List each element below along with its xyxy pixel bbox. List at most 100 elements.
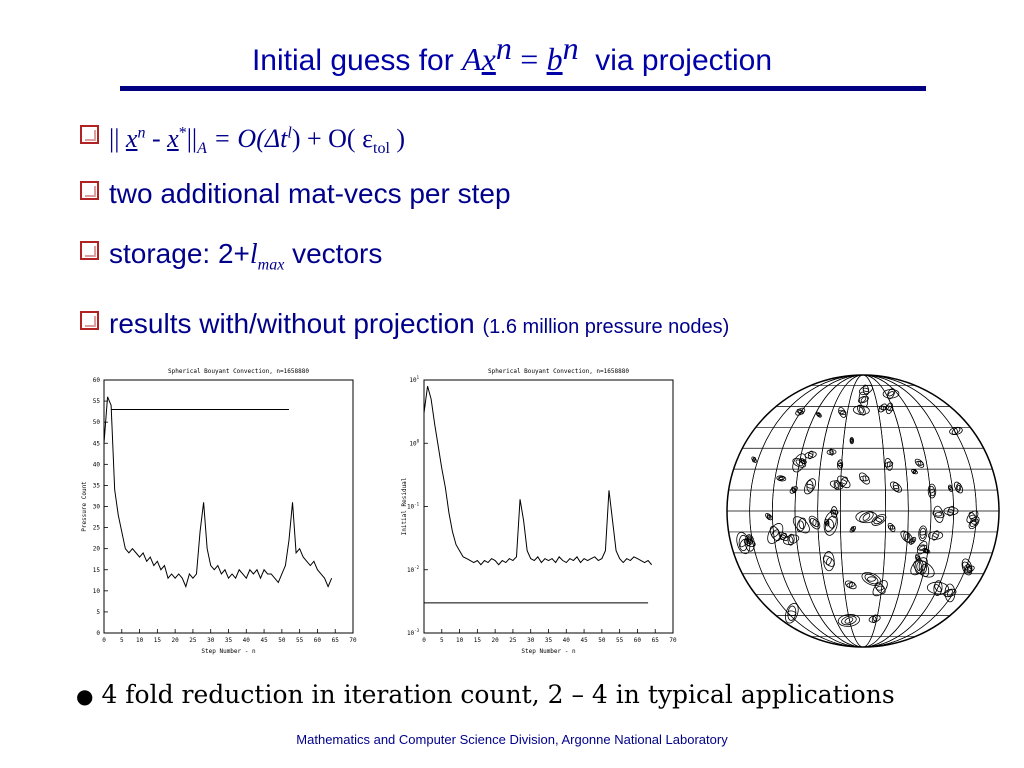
contour-loop [856, 404, 866, 416]
contour-loop [947, 508, 955, 514]
contour-loop [912, 469, 917, 475]
minus-sign: - [151, 124, 161, 153]
contour-loop [934, 584, 942, 593]
y-tick-label: 55 [93, 398, 101, 405]
y-axis-label: Pressure Count [81, 481, 88, 532]
title-prefix: Initial guess for [251, 44, 454, 77]
contour-loop [824, 515, 837, 532]
contour-loop [746, 535, 752, 545]
x-tick-label: 55 [296, 637, 304, 644]
contour-loop [914, 458, 925, 468]
contour-loop [892, 485, 900, 489]
contour-loop [872, 580, 888, 597]
contour-loop [943, 506, 959, 516]
contour-loop [779, 476, 784, 480]
y-tick-label: 45 [93, 440, 101, 447]
chart-title: Spherical Bouyant Convection, n=1658880 [168, 368, 309, 375]
contour-loop [817, 413, 821, 417]
title-rule [120, 86, 926, 91]
contour-loop [903, 531, 911, 543]
contour-loop [858, 391, 869, 408]
contour-loop [797, 410, 803, 414]
contour-loop [837, 475, 851, 489]
title-n2: n [562, 30, 579, 66]
y-tick-label: 5 [96, 609, 100, 616]
contour-loop [798, 520, 805, 530]
contour-loop [837, 614, 861, 627]
contour-loop [956, 484, 961, 491]
x-tick-label: 0 [102, 637, 106, 644]
x-tick-label: 5 [440, 637, 444, 644]
contour-loop [913, 470, 916, 474]
title-eq: = [520, 41, 539, 77]
contour-loop [864, 573, 879, 585]
star-superscript: * [178, 124, 187, 142]
contour-loop [834, 482, 839, 488]
x-superscript: n [137, 124, 146, 142]
plot-frame [423, 379, 674, 634]
contour-loop [884, 458, 893, 471]
bullet-note: (1.6 million pressure nodes) [482, 316, 730, 338]
checkbox-bullet-icon [80, 125, 99, 144]
contour-loop [858, 384, 873, 395]
x-tick-label: 5 [120, 637, 124, 644]
contour-loop [792, 487, 796, 492]
x-tick-label: 45 [260, 637, 268, 644]
contour-loop [913, 560, 935, 578]
contour-loop [954, 428, 958, 434]
y-tick-label: 10-2 [407, 565, 420, 574]
contour-loop [966, 510, 979, 524]
contour-loop [844, 617, 854, 624]
contour-loop [926, 581, 949, 595]
contour-loop [850, 438, 853, 443]
y-tick-label: 15 [93, 567, 101, 574]
x-star-vector: x [167, 124, 179, 153]
bullet-text: results with/without projection [109, 308, 475, 339]
y-tick-label: 10 [93, 588, 101, 595]
contour-loop [855, 510, 878, 524]
contour-loop [858, 395, 869, 404]
contour-loop [933, 580, 943, 596]
norm-close: || [186, 124, 198, 153]
bullet-text-end: vectors [284, 238, 383, 269]
y-tick-label: 10-3 [407, 628, 420, 637]
contour-loop [849, 436, 854, 445]
x-tick-label: 35 [545, 637, 553, 644]
x-tick-label: 10 [136, 637, 144, 644]
contour-loop [804, 478, 816, 495]
x-tick-label: 70 [349, 637, 357, 644]
contour-loop [910, 539, 915, 543]
series-line [423, 385, 653, 566]
contour-loop [886, 461, 891, 468]
title-suffix: via projection [595, 44, 773, 77]
contour-loop [917, 460, 922, 466]
contour-loop [923, 548, 930, 553]
contour-loop [792, 453, 807, 473]
contour-loop [964, 565, 975, 573]
contour-loop [916, 561, 922, 571]
contour-loop [787, 610, 797, 616]
contour-loop [838, 409, 847, 416]
norm-subscript: A [197, 140, 207, 158]
contour-loop [904, 533, 909, 541]
x-axis-label: Step Number - n [201, 648, 256, 655]
contour-loop [812, 519, 817, 526]
contour-loop [796, 408, 804, 415]
contour-loop [968, 516, 980, 530]
contour-loop [919, 531, 927, 536]
sphere-convection-image [724, 372, 1002, 655]
contour-loop [851, 527, 855, 532]
x-tick-label: 50 [278, 637, 286, 644]
contour-loop [776, 475, 787, 482]
contour-loop [840, 479, 848, 485]
contour-loop [943, 588, 957, 598]
initial-residual-chart-svg: Spherical Bouyant Convection, n=1658880 0… [401, 368, 677, 655]
contour-loop [827, 518, 835, 529]
x-tick-label: 25 [189, 637, 197, 644]
contour-loop [808, 515, 821, 530]
contour-loop [932, 533, 939, 538]
contour-loop [953, 481, 964, 494]
slide-title: Initial guess for Axn = bn via projectio… [0, 30, 1024, 78]
title-x: x [481, 41, 496, 77]
checkbox-bullet-icon [80, 181, 99, 200]
